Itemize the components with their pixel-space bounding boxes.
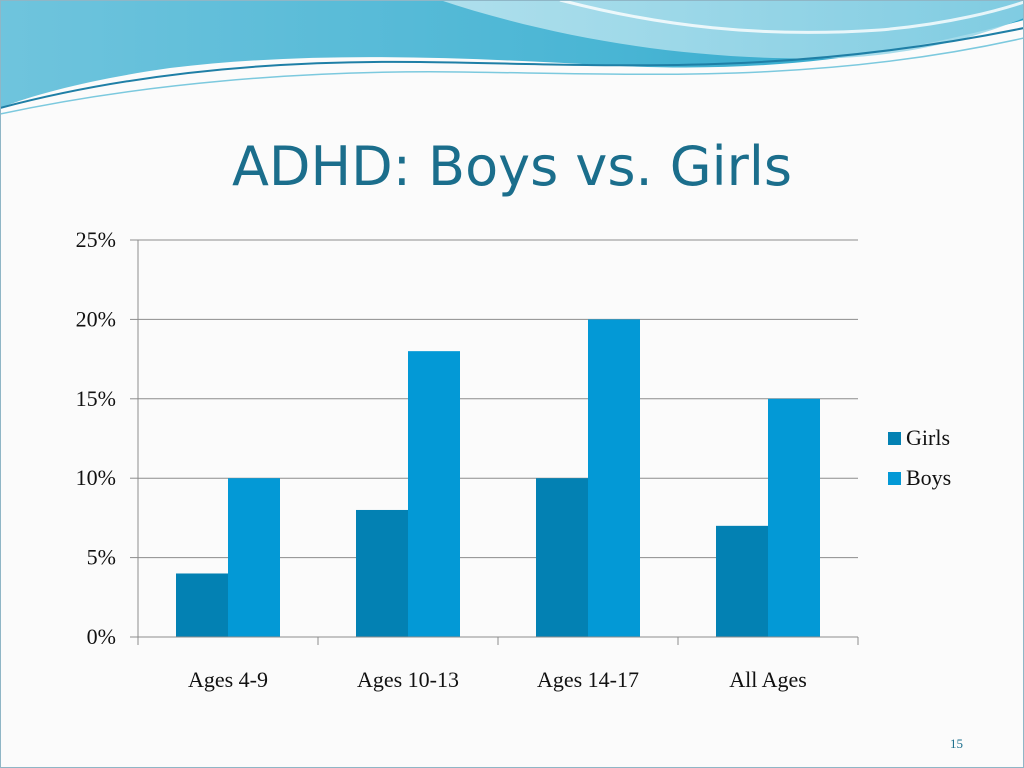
slide-title: ADHD: Boys vs. Girls <box>231 135 792 198</box>
axes <box>130 239 859 645</box>
bars <box>176 319 820 637</box>
y-tick-label: 20% <box>76 306 116 331</box>
y-tick-label: 25% <box>76 227 116 252</box>
legend-label-girls: Girls <box>906 425 950 450</box>
y-tick-label: 0% <box>87 624 116 649</box>
x-tick-label: Ages 10-13 <box>357 667 459 692</box>
legend-swatch-boys <box>888 472 901 485</box>
y-tick-label: 15% <box>76 386 116 411</box>
legend-swatch-girls <box>888 432 901 445</box>
bar-boys-3 <box>588 319 640 637</box>
bar-girls-2 <box>356 509 408 637</box>
axis-labels: 0% 5% 10% 15% 20% 25% Ages 4-9 Ages 10-13 Ages 1… <box>76 227 807 692</box>
bar-girls-1 <box>176 573 228 637</box>
legend: Girls Boys <box>888 425 951 490</box>
x-tick-label: All Ages <box>729 667 807 692</box>
header-wave-decoration <box>0 0 1024 115</box>
bar-boys-4 <box>768 398 820 637</box>
bar-girls-3 <box>536 478 588 637</box>
y-tick-label: 5% <box>87 545 116 570</box>
page-number: 15 <box>950 736 963 751</box>
x-tick-label: Ages 4-9 <box>188 667 268 692</box>
legend-label-boys: Boys <box>906 465 951 490</box>
bar-girls-4 <box>716 525 768 637</box>
x-tick-label: Ages 14-17 <box>537 667 639 692</box>
y-tick-label: 10% <box>76 465 116 490</box>
bar-boys-2 <box>408 351 460 637</box>
bar-boys-1 <box>228 478 280 637</box>
